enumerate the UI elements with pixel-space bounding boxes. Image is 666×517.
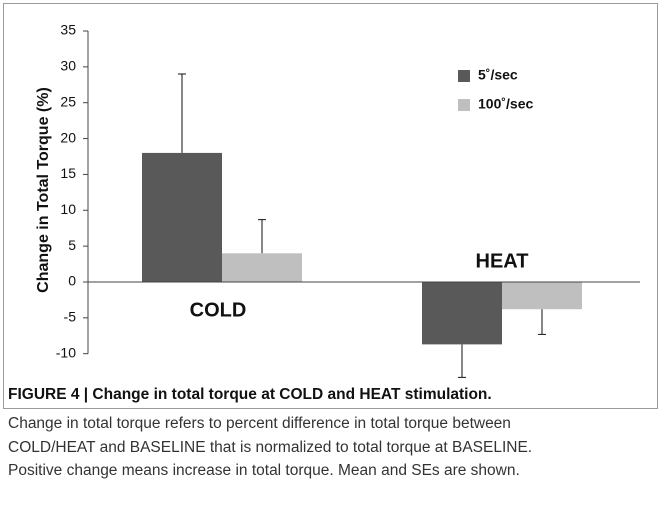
y-tick-label: 0 — [68, 273, 76, 289]
category-label: HEAT — [476, 250, 529, 272]
legend-swatch — [458, 99, 470, 111]
y-tick-label: 25 — [60, 93, 76, 109]
chart: Change in Total Torque (%) FIGURE 4 | Ch… — [3, 3, 658, 409]
caption: Change in total torque refers to percent… — [8, 412, 658, 483]
y-tick-label: 5 — [68, 237, 76, 253]
y-tick-label: -5 — [64, 309, 77, 325]
y-tick-label: 35 — [60, 22, 76, 38]
category-label: COLD — [190, 299, 247, 321]
y-tick-label: -10 — [56, 344, 76, 360]
caption-heading: FIGURE 4 | Change in total torque at COL… — [8, 386, 492, 403]
error-bar — [458, 344, 466, 378]
caption-line: Positive change means increase in total … — [8, 462, 520, 479]
bar — [502, 281, 582, 310]
bar — [222, 253, 302, 282]
caption-line: Change in total torque refers to percent… — [8, 415, 511, 432]
bar — [422, 281, 502, 345]
error-bar — [538, 309, 546, 335]
y-tick-label: 10 — [60, 201, 76, 217]
y-axis-label: Change in Total Torque (%) — [35, 87, 52, 293]
chart-frame — [3, 3, 658, 409]
caption-line: COLD/HEAT and BASELINE that is normalize… — [8, 438, 533, 456]
y-tick-label: 30 — [60, 58, 76, 74]
y-tick-label: 20 — [60, 129, 76, 145]
error-bar — [258, 219, 266, 254]
legend-label: 100˚/sec — [478, 96, 533, 112]
legend-swatch — [458, 70, 470, 82]
error-bar — [178, 73, 186, 153]
bar — [142, 152, 222, 282]
legend-label: 5˚/sec — [478, 67, 518, 83]
y-tick-label: 15 — [60, 165, 76, 181]
